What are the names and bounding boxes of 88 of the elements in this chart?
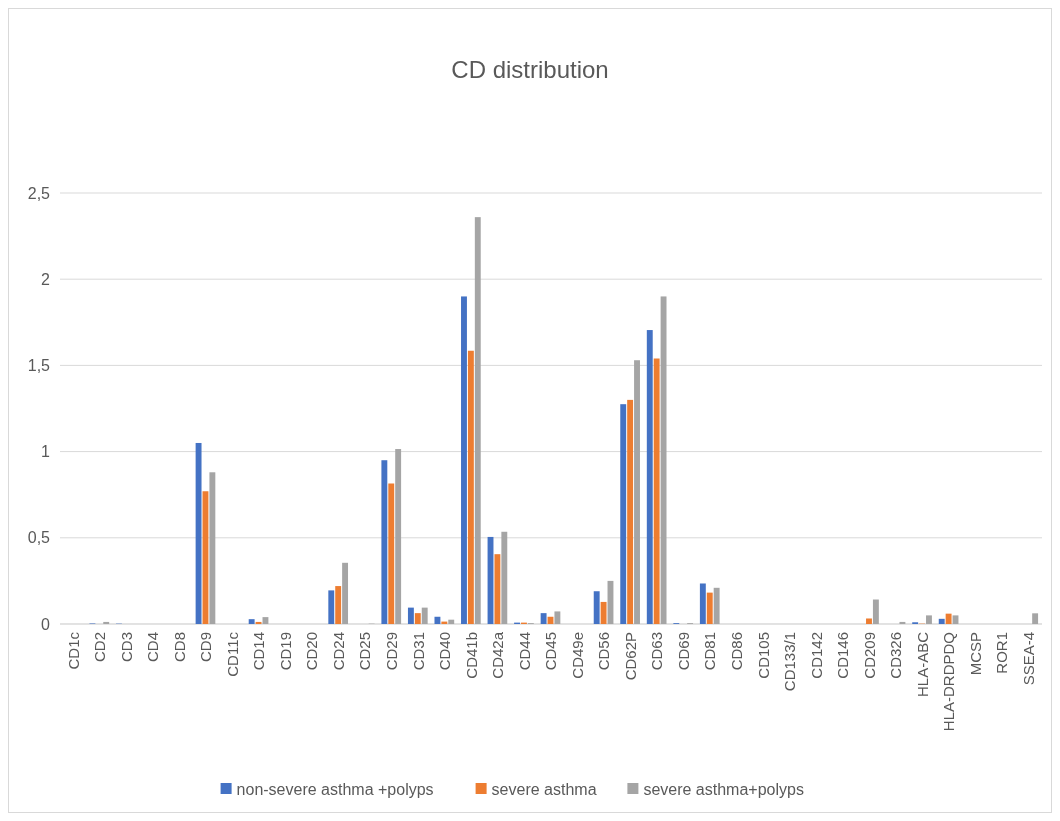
bar [421,607,428,624]
x-tick-label: CD81 [701,632,719,671]
bar [706,592,713,624]
legend-label: non-severe asthma +polyps [236,780,434,798]
bar [620,404,627,624]
x-tick-label: ROR1 [993,632,1011,674]
bar [713,587,720,624]
legend-label: severe asthma [491,780,597,798]
legend-label: severe asthma+polyps [643,780,804,798]
bar [1032,613,1039,624]
bar [872,599,879,624]
bar [653,358,660,624]
x-tick-label: CD133/1 [781,632,799,692]
x-tick-label: CD56 [595,632,613,671]
y-tick-label: 2,5 [27,184,51,202]
x-tick-label: CD44 [515,632,533,671]
x-tick-label: CD45 [542,632,560,671]
bar [593,591,600,624]
bar [335,586,342,624]
bar [938,618,945,624]
bar [866,618,872,624]
y-tick-label: 1 [41,443,51,461]
bar [660,296,667,624]
x-tick-label: CD62P [621,632,639,681]
x-tick-label: CD40 [436,632,454,671]
bar [494,554,501,624]
bar [395,449,402,624]
y-tick-label: 0 [41,615,51,633]
x-tick-label: CD69 [674,632,692,671]
x-tick-label: CD11c [223,631,241,677]
x-tick-label: CD146 [834,632,852,679]
bar [448,619,455,624]
x-tick-label: CD3 [117,632,135,663]
x-tick-label: HLA-ABC [913,631,931,698]
x-tick-label: CD142 [807,632,825,679]
x-tick-label: CD8 [170,632,188,663]
bar [634,360,640,624]
y-tick-label: 1,5 [27,357,51,374]
x-tick-label: CD19 [276,632,294,671]
bar [699,583,706,624]
bar [414,613,421,624]
x-tick-label: HLA-DRDPDQ [940,632,958,732]
bar [501,531,508,624]
x-tick-label: CD9 [197,632,215,663]
x-tick-label: CD105 [754,632,772,679]
x-tick-label: CD86 [728,632,746,671]
bar [407,607,414,624]
y-tick-label: 2 [41,270,51,288]
x-tick-label: CD2 [91,632,109,663]
x-tick-label: CD326 [887,632,905,679]
bar [209,472,216,624]
bar [103,621,110,624]
bar [600,601,607,624]
bar [328,590,335,624]
x-tick-label: CD63 [648,632,666,671]
x-tick-label: CD29 [383,632,401,671]
bar [381,460,388,624]
chart-title: CD distribution [451,56,609,83]
bar [467,350,474,624]
bar [926,615,932,624]
x-tick-label: CD1c [64,631,82,670]
x-tick-label: CD24 [329,632,347,671]
x-tick-label: CD42a [489,631,507,679]
bar [248,619,255,624]
bar [461,296,467,624]
bar [255,621,262,624]
bar [540,613,547,624]
bar [388,483,395,624]
x-tick-label: CD41b [462,632,480,679]
x-tick-label: CD49e [568,632,586,679]
bar [342,562,349,624]
bar [646,330,653,624]
y-tick-label: 0,5 [27,529,51,547]
x-tick-label: CD209 [860,632,878,679]
bar [627,399,634,624]
bar [474,217,481,624]
bar [195,442,202,624]
bar [434,616,441,624]
x-tick-label: MCSP [966,632,984,676]
x-tick-label: CD25 [356,632,374,671]
x-tick-label: CD31 [409,632,427,671]
x-tick-label: SSEA-4 [1019,632,1037,686]
bar [554,611,561,624]
x-tick-label: CD14 [250,632,268,671]
x-tick-label: CD20 [303,632,321,671]
bar [945,613,952,624]
bar [899,621,906,624]
x-tick-label: CD4 [144,632,162,663]
